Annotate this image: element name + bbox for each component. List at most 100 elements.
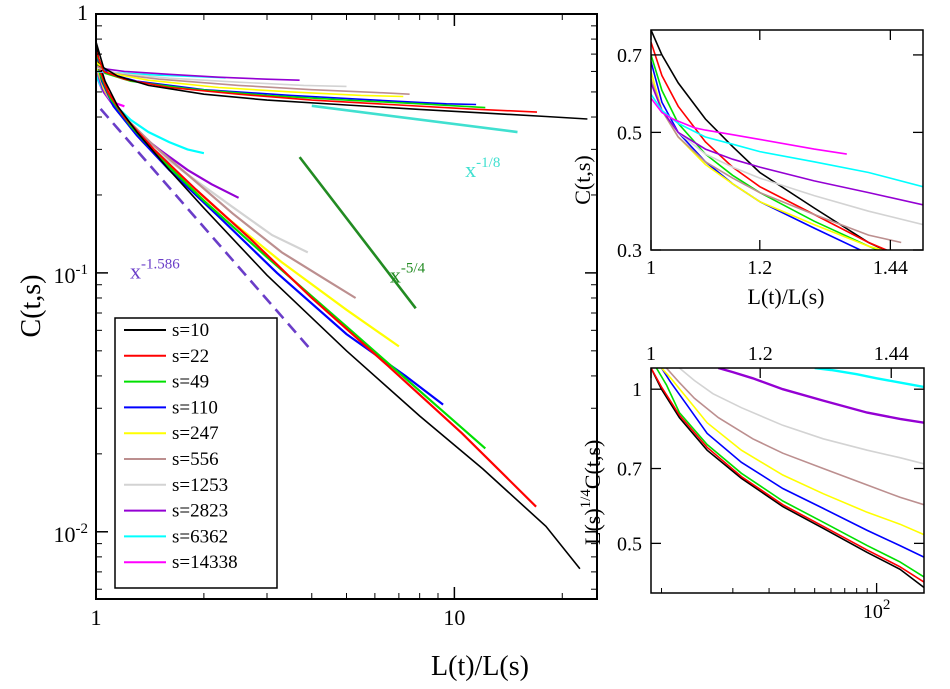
inset-bottom-ytick-label-2-base: 1: [632, 379, 642, 401]
legend-label: s=22: [172, 346, 209, 367]
main-xtick-label-0-base: 1: [91, 605, 102, 630]
main-xtick-label-1-base: 10: [443, 605, 465, 630]
inset-top-series-s-6362: [651, 93, 923, 188]
main-ytick-label-0: 1: [77, 0, 88, 25]
main-series-s-10: [96, 41, 581, 570]
main-xlabel: L(t)/L(s): [431, 651, 529, 682]
inset-bottom-ytick-label-1-base: 0.7: [617, 459, 642, 481]
inset-top-panel: 1 1.2 1.44 0.3 0.5 0.7 L(t)/L(s) C(t,s): [570, 29, 924, 309]
inset-bottom-series-s-10: [651, 368, 924, 589]
inset-bottom-xtick-label-0-exp: 2: [883, 597, 891, 613]
inset-bottom-panel: 102 1 1.2 1.44 0.5 0.7 1 L(s)1/4C(t,s): [578, 343, 925, 623]
inset-bottom-ytick-label-0: 0.5: [617, 533, 642, 555]
inset-top-series-s-14338: [651, 97, 847, 155]
annotation-1-base: x: [465, 157, 476, 182]
inset-top-xtick-label-1-base: 1.2: [747, 257, 772, 279]
legend-box: [114, 317, 278, 589]
inset-top-xtick-label-1: 1.2: [747, 257, 772, 279]
inset-bottom-x2tick-label-0-base: 1: [646, 343, 656, 365]
annotation-1: x-1/8: [465, 155, 500, 182]
inset-bottom-series-s-556: [665, 368, 924, 506]
main-annotations-group: x-1/8x-5/4x-1.586: [130, 155, 500, 287]
inset-bottom-xtick-label-0-base: 10: [863, 601, 883, 623]
inset-bottom-x2tick-label-1-base: 1.2: [748, 343, 773, 365]
inset-bottom-series-s-49: [655, 368, 924, 578]
inset-top-series-group: [651, 30, 923, 250]
inset-top-ytick-label-2: 0.7: [617, 45, 642, 67]
main-guides-group: [99, 104, 518, 352]
legend-label: s=247: [172, 423, 219, 444]
inset-bottom-x2tick-label-2-base: 1.44: [874, 343, 909, 365]
inset-top-xtick-label-2-base: 1.44: [873, 257, 908, 279]
inset-top-series-s-2823: [651, 82, 923, 206]
legend-label: s=110: [172, 397, 218, 418]
legend-items: s=10 s=22 s=49 s=110 s=247 s=556 s=1253 s=2823 s…: [124, 320, 238, 573]
inset-bottom-ticks-group: 102 1 1.2 1.44 0.5 0.7 1: [617, 343, 924, 623]
inset-top-ticks-group: 1 1.2 1.44 0.3 0.5 0.7: [617, 30, 923, 279]
inset-bottom-ylabel-b: C(t,s): [580, 440, 605, 490]
inset-top-series-s-556: [651, 78, 902, 244]
inset-bottom-x2tick-label-0: 1: [646, 343, 656, 365]
inset-top-ytick-label-1-base: 0.5: [617, 122, 642, 144]
inset-top-xtick-label-0: 1: [646, 257, 656, 279]
main-ytick-label-0-base: 1: [77, 0, 88, 25]
legend-label: s=2823: [172, 501, 228, 522]
inset-bottom-series-s-1253: [678, 368, 924, 465]
main-top-series-s-22: [96, 50, 538, 113]
inset-bottom-background: [651, 368, 924, 593]
legend-label: s=556: [172, 449, 219, 470]
inset-bottom-series-s-2823: [717, 368, 924, 424]
inset-top-series-s-49: [651, 54, 880, 250]
inset-top-series-s-10: [651, 30, 887, 250]
main-series-s-22: [96, 47, 537, 508]
inset-bottom-series-s-110: [660, 368, 924, 558]
inset-bottom-xtick-label-0: 102: [863, 597, 891, 623]
annotation-2-base: x: [390, 262, 401, 287]
main-ytick-label-2-base: 10: [54, 522, 76, 547]
guide-line-3: [99, 108, 313, 352]
legend-label: s=14338: [172, 552, 238, 573]
main-plot-frame: [95, 13, 598, 600]
main-xtick-label-1: 10: [443, 605, 465, 630]
legend-label: s=1253: [172, 475, 228, 496]
inset-top-ytick-label-1: 0.5: [617, 122, 642, 144]
legend-label: s=6362: [172, 526, 228, 547]
inset-top-ytick-label-0: 0.3: [617, 240, 642, 262]
inset-bottom-ytick-label-1: 0.7: [617, 459, 642, 481]
inset-bottom-ylabel-exp: 1/4: [578, 489, 594, 509]
legend-label: s=10: [172, 320, 209, 341]
annotation-3-exp: -1.586: [141, 257, 180, 273]
legend: s=10 s=22 s=49 s=110 s=247 s=556 s=1253 s=2823 s…: [114, 317, 278, 589]
inset-bottom-series-group: [651, 368, 924, 589]
annotation-1-exp: -1/8: [476, 155, 500, 171]
main-top-series-s-2823: [96, 66, 300, 81]
annotation-2-exp: -5/4: [401, 260, 426, 276]
inset-bottom-ylabel: L(s)1/4C(t,s): [578, 440, 605, 545]
annotation-3-base: x: [130, 259, 141, 284]
main-top-series-s-49: [96, 53, 486, 109]
main-ytick-label-1-base: 10: [54, 263, 76, 288]
inset-bottom-x2tick-label-1: 1.2: [748, 343, 773, 365]
annotation-2: x-5/4: [390, 260, 426, 287]
guide-line-1: [311, 104, 518, 134]
inset-top-ytick-label-0-base: 0.3: [617, 240, 642, 262]
inset-top-frame: [650, 29, 924, 251]
inset-top-xtick-label-2: 1.44: [873, 257, 908, 279]
annotation-3: x-1.586: [130, 257, 180, 284]
inset-top-ylabel: C(t,s): [570, 155, 595, 205]
inset-bottom-series-s-247: [660, 368, 924, 536]
inset-bottom-frame: [650, 367, 925, 594]
inset-top-ytick-label-2-base: 0.7: [617, 45, 642, 67]
main-ytick-label-1-exp: -1: [76, 262, 89, 278]
inset-bottom-ytick-label-2: 1: [632, 379, 642, 401]
main-ylabel: C(t,s): [16, 275, 47, 338]
main-series-group: [96, 41, 588, 570]
main-top-series-s-10: [96, 41, 588, 120]
legend-label: s=49: [172, 372, 209, 393]
inset-bottom-series-s-6362: [814, 368, 924, 389]
inset-bottom-ylabel-a: L(s): [580, 508, 605, 545]
main-xtick-label-0: 1: [91, 605, 102, 630]
inset-bottom-ytick-label-0-base: 0.5: [617, 533, 642, 555]
